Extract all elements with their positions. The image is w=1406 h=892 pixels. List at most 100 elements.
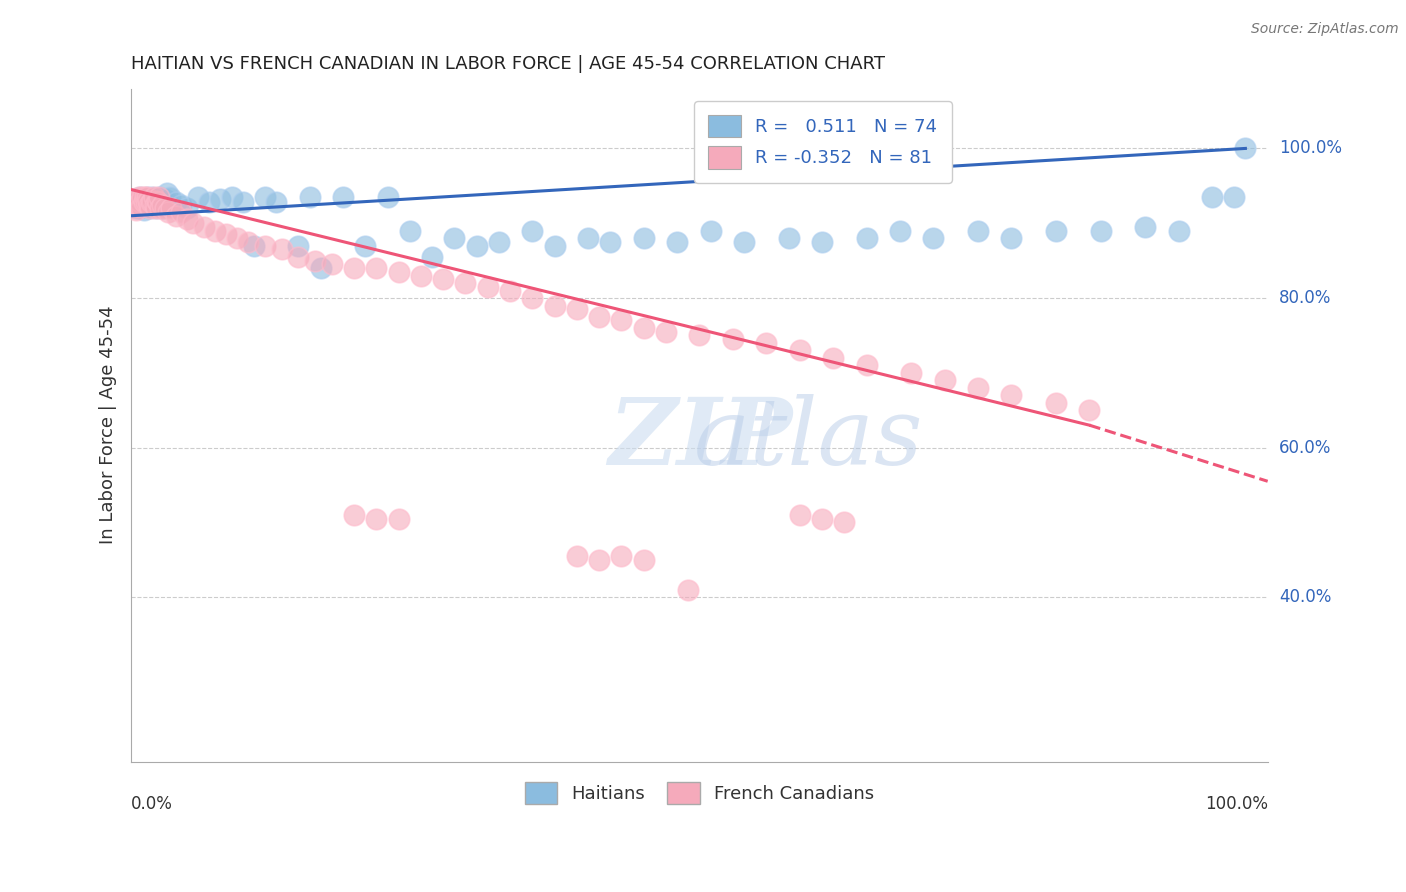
Point	[129, 195, 152, 210]
Point	[139, 201, 162, 215]
Point	[129, 195, 152, 210]
Point	[576, 231, 599, 245]
Point	[823, 351, 845, 365]
Point	[811, 511, 834, 525]
Text: 40.0%: 40.0%	[1279, 588, 1331, 607]
Point	[778, 231, 800, 245]
Point	[124, 197, 146, 211]
Point	[141, 190, 163, 204]
Point	[332, 190, 354, 204]
Point	[543, 238, 565, 252]
Point	[170, 205, 193, 219]
Point	[688, 328, 710, 343]
Point	[443, 231, 465, 245]
Point	[148, 190, 170, 204]
Point	[264, 195, 287, 210]
Text: Source: ZipAtlas.com: Source: ZipAtlas.com	[1251, 22, 1399, 37]
Point	[141, 195, 163, 210]
Point	[309, 261, 332, 276]
Point	[270, 243, 292, 257]
Point	[1000, 388, 1022, 402]
Point	[139, 201, 162, 215]
Point	[855, 359, 877, 373]
Point	[1223, 190, 1246, 204]
Point	[125, 201, 148, 215]
Point	[176, 212, 198, 227]
Point	[1000, 231, 1022, 245]
Point	[128, 201, 150, 215]
Point	[134, 192, 156, 206]
Point	[187, 190, 209, 204]
Point	[136, 194, 159, 208]
Point	[432, 272, 454, 286]
Point	[633, 553, 655, 567]
Point	[135, 190, 157, 204]
Point	[967, 381, 990, 395]
Point	[610, 549, 633, 563]
Point	[152, 201, 174, 215]
Point	[522, 224, 544, 238]
Point	[298, 190, 321, 204]
Point	[454, 276, 477, 290]
Point	[141, 194, 163, 208]
Point	[588, 553, 610, 567]
Point	[343, 508, 366, 522]
Point	[145, 201, 167, 215]
Point	[138, 197, 160, 211]
Point	[565, 549, 588, 563]
Text: atlas: atlas	[693, 393, 924, 483]
Point	[142, 194, 165, 208]
Point	[789, 508, 811, 522]
Point	[1201, 190, 1223, 204]
Point	[165, 209, 187, 223]
Point	[321, 257, 343, 271]
Point	[855, 231, 877, 245]
Point	[343, 261, 366, 276]
Text: 0.0%: 0.0%	[131, 796, 173, 814]
Point	[1078, 403, 1101, 417]
Point	[132, 195, 155, 210]
Y-axis label: In Labor Force | Age 45-54: In Labor Force | Age 45-54	[100, 306, 117, 544]
Point	[354, 238, 377, 252]
Point	[922, 231, 945, 245]
Point	[131, 200, 153, 214]
Point	[366, 511, 388, 525]
Point	[678, 582, 700, 597]
Point	[655, 325, 678, 339]
Point	[599, 235, 621, 249]
Point	[209, 192, 232, 206]
Point	[125, 194, 148, 208]
Point	[128, 190, 150, 204]
Text: 60.0%: 60.0%	[1279, 439, 1331, 457]
Point	[565, 302, 588, 317]
Point	[143, 197, 166, 211]
Point	[420, 250, 443, 264]
Point	[145, 201, 167, 215]
Point	[146, 192, 169, 206]
Point	[125, 194, 148, 208]
Point	[398, 224, 420, 238]
Point	[153, 192, 176, 206]
Point	[198, 195, 221, 210]
Point	[253, 238, 276, 252]
Point	[366, 261, 388, 276]
Point	[159, 190, 181, 204]
Point	[733, 235, 755, 249]
Point	[143, 197, 166, 211]
Point	[253, 190, 276, 204]
Point	[122, 194, 145, 208]
Point	[146, 195, 169, 210]
Point	[388, 265, 411, 279]
Point	[499, 284, 522, 298]
Point	[543, 298, 565, 312]
Point	[304, 253, 326, 268]
Point	[1133, 219, 1156, 234]
Point	[1045, 396, 1067, 410]
Point	[1234, 141, 1257, 155]
Point	[1167, 224, 1189, 238]
Point	[1090, 224, 1112, 238]
Point	[122, 195, 145, 210]
Point	[160, 201, 183, 215]
Point	[934, 373, 956, 387]
Point	[135, 196, 157, 211]
